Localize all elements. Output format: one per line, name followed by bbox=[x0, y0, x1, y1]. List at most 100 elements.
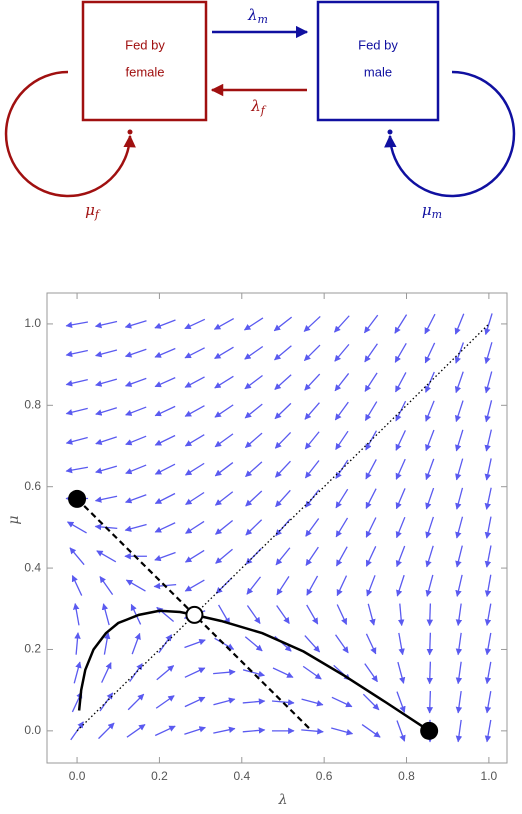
subscript: f bbox=[260, 104, 267, 117]
field-arrow bbox=[129, 663, 143, 683]
y-tick-label: 0.4 bbox=[24, 560, 41, 574]
field-arrow bbox=[361, 724, 381, 738]
field-arrow bbox=[184, 376, 205, 388]
stable-point bbox=[420, 721, 439, 740]
field-arrow bbox=[335, 634, 349, 654]
field-arrow bbox=[218, 604, 231, 625]
plot: 0.0 0.2 0.4 0.6 0.8 1.0 0.0 0.2 0.4 0.6 0.8 1.0 bbox=[24, 293, 507, 783]
node-label: Fed by bbox=[358, 37, 398, 52]
field-arrow bbox=[69, 547, 85, 566]
field-arrow bbox=[156, 606, 175, 623]
field-arrow bbox=[484, 458, 492, 481]
field-arrow bbox=[246, 576, 262, 595]
field-arrow bbox=[274, 374, 292, 390]
field-arrow bbox=[66, 521, 87, 534]
field-arrow bbox=[244, 374, 263, 390]
field-arrow bbox=[454, 400, 464, 423]
field-arrow bbox=[397, 661, 406, 684]
y-tick-label: 0.2 bbox=[24, 642, 41, 656]
field-arrow bbox=[154, 405, 176, 417]
field-arrow bbox=[395, 400, 407, 422]
y-tick-label: 0.8 bbox=[24, 397, 41, 411]
field-arrow bbox=[274, 402, 292, 420]
field-arrow bbox=[101, 662, 112, 683]
field-arrow bbox=[245, 461, 263, 478]
field-arrow bbox=[213, 697, 236, 706]
field-arrow bbox=[365, 517, 377, 538]
field-arrow bbox=[426, 632, 434, 656]
field-arrow bbox=[276, 605, 290, 625]
field-arrow bbox=[65, 407, 88, 416]
field-arrow bbox=[364, 372, 378, 392]
field-arrow bbox=[394, 342, 407, 363]
field-arrow bbox=[184, 462, 205, 476]
field-arrow bbox=[425, 458, 435, 481]
field-arrow bbox=[335, 488, 349, 509]
field-arrow bbox=[455, 719, 463, 743]
field-arrow bbox=[398, 632, 405, 656]
trajectory bbox=[77, 609, 430, 732]
field-arrow bbox=[302, 665, 322, 680]
field-arrow bbox=[303, 315, 321, 332]
field-arrow bbox=[305, 489, 320, 508]
x-tick-label: 0.8 bbox=[398, 769, 415, 783]
field-arrow bbox=[425, 429, 435, 452]
field-arrow bbox=[275, 547, 291, 566]
field-arrow bbox=[184, 434, 205, 447]
diagonal-line bbox=[76, 323, 490, 732]
node-label: Fed by bbox=[125, 37, 165, 52]
node-box bbox=[316, 0, 440, 122]
field-arrow bbox=[305, 518, 320, 537]
field-arrow bbox=[362, 693, 380, 711]
field-arrow bbox=[214, 462, 234, 477]
field-arrow bbox=[154, 725, 176, 737]
field-arrow bbox=[484, 429, 492, 452]
field-arrow bbox=[213, 318, 235, 330]
field-arrow bbox=[154, 522, 176, 533]
subscript: f bbox=[94, 208, 101, 221]
field-arrow bbox=[424, 342, 436, 364]
node-box bbox=[81, 0, 208, 122]
field-arrow bbox=[455, 690, 463, 714]
field-arrow bbox=[396, 720, 406, 742]
field-arrow bbox=[425, 487, 435, 510]
field-arrow bbox=[154, 377, 176, 388]
field-arrow bbox=[425, 574, 434, 597]
field-arrow bbox=[130, 603, 142, 625]
field-arrow bbox=[274, 431, 292, 449]
field-arrow bbox=[304, 460, 320, 479]
field-arrow bbox=[484, 632, 492, 656]
field-arrow bbox=[95, 465, 118, 474]
field-arrow bbox=[484, 545, 492, 568]
field-arrow bbox=[396, 574, 405, 597]
field-arrow bbox=[185, 491, 205, 506]
field-arrow bbox=[103, 632, 111, 655]
field-arrow bbox=[246, 605, 261, 625]
field-arrow bbox=[98, 722, 115, 740]
field-arrow bbox=[395, 516, 406, 539]
field-arrow bbox=[101, 603, 110, 626]
field-arrow bbox=[215, 577, 233, 594]
field-arrow bbox=[158, 634, 173, 654]
field-arrow bbox=[455, 487, 464, 510]
y-axis-label: μ bbox=[6, 515, 22, 524]
symbol: μ bbox=[422, 201, 432, 219]
field-arrow bbox=[184, 696, 206, 708]
field-arrow bbox=[301, 698, 324, 707]
field-arrow bbox=[274, 345, 292, 361]
x-axis-label: λ bbox=[278, 792, 288, 808]
field-arrow bbox=[72, 602, 80, 626]
field-arrow bbox=[454, 371, 464, 394]
field-arrow bbox=[484, 661, 492, 685]
field-arrow bbox=[306, 575, 319, 596]
field-arrow bbox=[155, 695, 175, 709]
field-arrow bbox=[245, 519, 263, 536]
field-arrow bbox=[156, 665, 175, 681]
field-arrow bbox=[244, 403, 263, 419]
field-arrow bbox=[425, 516, 435, 539]
field-arrow bbox=[426, 661, 434, 685]
field-arrow bbox=[365, 633, 377, 655]
field-arrow bbox=[214, 433, 234, 448]
stable-point bbox=[68, 489, 87, 508]
